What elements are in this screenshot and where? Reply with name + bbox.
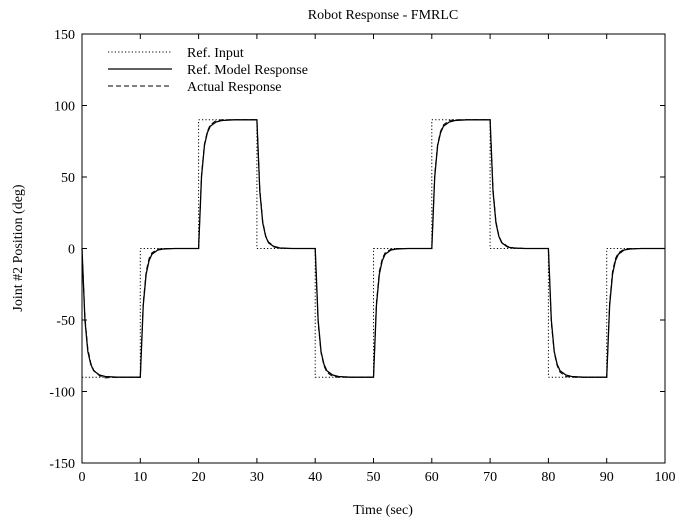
x-tick-label: 60 [425, 470, 439, 485]
x-tick-label: 40 [308, 470, 322, 485]
y-tick-label: 150 [54, 28, 75, 43]
series-line-ref-input [82, 119, 665, 378]
legend-label: Ref. Input [187, 46, 244, 61]
x-tick-label: 90 [600, 470, 614, 485]
x-tick-label: 10 [133, 470, 147, 485]
y-axis-label: Joint #2 Position (deg) [11, 184, 26, 312]
x-tick-label: 30 [250, 470, 264, 485]
legend-label: Actual Response [187, 80, 281, 95]
chart-title: Robot Response - FMRLC [308, 8, 459, 23]
y-tick-label: -150 [49, 457, 75, 472]
y-tick-label: -50 [56, 314, 75, 329]
x-axis-label: Time (sec) [353, 503, 413, 518]
x-tick-label: 20 [192, 470, 206, 485]
legend-label: Ref. Model Response [187, 63, 308, 78]
plot-area: 0 10 20 30 40 50 60 70 80 90 100 -150 -100 -50 0 50 100 1… [49, 28, 675, 485]
series-line-actual-response [81, 119, 665, 379]
x-tick-label: 70 [483, 470, 497, 485]
x-tick-label: 80 [541, 470, 555, 485]
y-tick-label: 100 [54, 100, 75, 115]
x-tick-label: 100 [655, 470, 676, 485]
y-tick-label: -100 [49, 386, 75, 401]
y-tick-label: 0 [68, 243, 75, 258]
y-tick-label: 50 [61, 171, 75, 186]
x-tick-label: 50 [367, 470, 381, 485]
x-tick-label: 0 [79, 470, 86, 485]
